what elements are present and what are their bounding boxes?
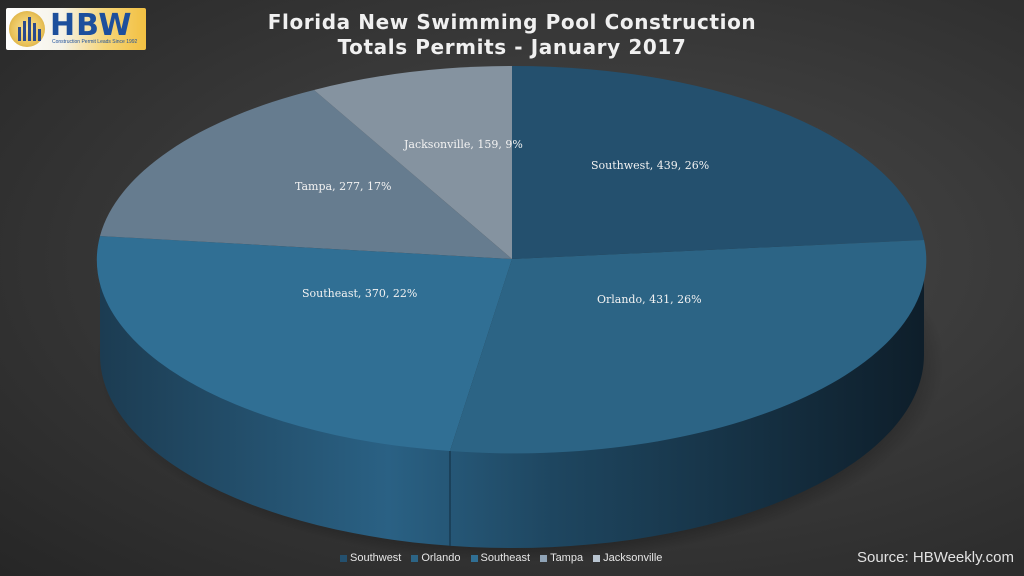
chart-title: Florida New Swimming Pool Construction T… — [0, 10, 1024, 60]
legend-swatch-icon — [540, 554, 548, 562]
legend-label: Jacksonville — [603, 552, 663, 564]
legend-swatch-icon — [340, 554, 347, 562]
title-line-2: Totals Permits - January 2017 — [337, 35, 687, 59]
legend-item-southeast[interactable]: Southeast — [470, 552, 531, 564]
legend-label: Southeast — [480, 552, 531, 564]
pie-side-wall — [100, 259, 924, 548]
title-line-1: Florida New Swimming Pool Construction — [267, 10, 757, 34]
slice-southwest[interactable] — [512, 65, 924, 259]
legend-item-tampa[interactable]: Tampa — [540, 552, 583, 564]
legend-swatch-icon — [593, 554, 601, 562]
source-credit: Source: HBWeekly.com — [857, 549, 1014, 566]
label-jacksonville: Jacksonville, 159, 9% — [404, 138, 523, 151]
label-tampa: Tampa, 277, 17% — [295, 180, 392, 193]
logo-text: HBW — [50, 8, 133, 43]
slice-jacksonville[interactable] — [314, 66, 512, 259]
label-southwest: Southwest, 439, 26% — [591, 159, 710, 172]
legend-item-southwest[interactable]: Southwest — [340, 552, 401, 564]
label-southeast: Southeast, 370, 22% — [302, 287, 418, 300]
legend-label: Tampa — [550, 552, 584, 564]
chart-legend: Southwest Orlando Southeast Tampa Jackso… — [340, 552, 662, 564]
legend-swatch-icon — [470, 554, 478, 562]
legend-label: Orlando — [421, 552, 461, 564]
label-orlando: Orlando, 431, 26% — [597, 293, 702, 306]
logo-tagline: Construction Permit Leads Since 1992 — [52, 39, 138, 45]
legend-swatch-icon — [411, 554, 419, 562]
legend-item-jacksonville[interactable]: Jacksonville — [593, 552, 662, 564]
slice-tampa[interactable] — [100, 90, 512, 259]
building-emblem-icon — [9, 11, 45, 47]
legend-label: Southwest — [350, 552, 402, 564]
slice-southeast[interactable] — [96, 236, 513, 451]
legend-item-orlando[interactable]: Orlando — [411, 552, 461, 564]
slice-orlando[interactable] — [450, 240, 927, 454]
hbw-logo: HBW Construction Permit Leads Since 1992 — [6, 8, 146, 50]
